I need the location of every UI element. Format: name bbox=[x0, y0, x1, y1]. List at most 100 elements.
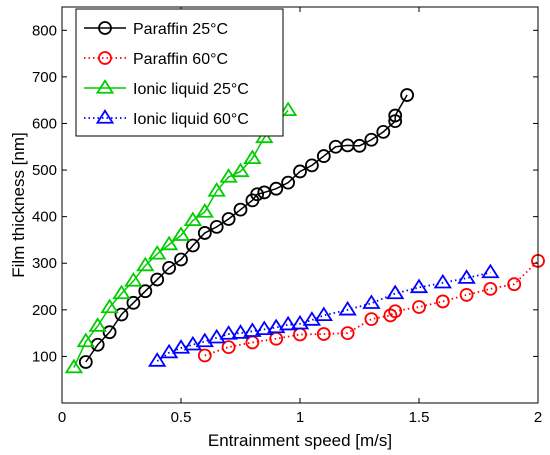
legend-label: Paraffin 25°C bbox=[133, 21, 228, 38]
data-point bbox=[362, 294, 381, 309]
legend: Paraffin 25°C Paraffin 60°C Ionic liquid 2… bbox=[75, 8, 284, 137]
data-point bbox=[162, 260, 177, 275]
data-point bbox=[124, 272, 143, 287]
legend-entry: Paraffin 60°C bbox=[84, 51, 228, 68]
data-point bbox=[255, 320, 274, 336]
y-tick-label: 200 bbox=[32, 302, 57, 319]
series-line bbox=[85, 94, 408, 363]
data-point bbox=[250, 187, 265, 202]
data-point bbox=[412, 300, 426, 314]
data-point bbox=[114, 307, 129, 322]
data-point bbox=[126, 295, 141, 310]
data-point bbox=[197, 226, 212, 240]
legend-label: Paraffin 60°C bbox=[133, 51, 228, 68]
data-point bbox=[278, 101, 298, 117]
legend-marker-swatch bbox=[95, 79, 115, 94]
y-tick-label: 400 bbox=[32, 209, 57, 226]
data-point bbox=[136, 256, 155, 272]
legend-entries: Paraffin 25°C Paraffin 60°C Ionic liquid 2… bbox=[84, 21, 249, 128]
legend-label: Ionic liquid 60°C bbox=[133, 111, 249, 128]
data-point bbox=[269, 181, 284, 196]
data-point bbox=[159, 343, 179, 359]
data-point bbox=[219, 325, 238, 340]
data-point bbox=[138, 284, 153, 299]
legend-label: Ionic liquid 25°C bbox=[133, 81, 249, 98]
data-point bbox=[112, 284, 131, 300]
data-point bbox=[433, 273, 452, 289]
data-point bbox=[409, 278, 429, 294]
y-tick-label: 500 bbox=[32, 162, 57, 179]
data-point bbox=[148, 244, 167, 260]
data-point bbox=[174, 252, 188, 267]
data-point bbox=[64, 358, 84, 374]
y-tick-label: 300 bbox=[32, 255, 57, 272]
data-point bbox=[383, 308, 398, 323]
legend-marker-swatch bbox=[98, 51, 112, 65]
data-point bbox=[231, 162, 250, 178]
data-point bbox=[195, 332, 214, 348]
data-point bbox=[386, 284, 405, 300]
series-4 bbox=[148, 263, 500, 367]
data-point bbox=[316, 149, 331, 163]
data-point bbox=[183, 211, 203, 226]
data-point bbox=[304, 158, 319, 173]
y-tick-label: 800 bbox=[32, 22, 57, 39]
legend-entry: Ionic liquid 25°C bbox=[84, 79, 249, 98]
data-point bbox=[316, 327, 331, 341]
data-point bbox=[221, 340, 236, 354]
data-point bbox=[76, 332, 95, 348]
data-point bbox=[278, 315, 298, 331]
y-axis-title: Film thickness [nm] bbox=[9, 132, 28, 277]
x-axis-title: Entrainment speed [m/s] bbox=[208, 431, 392, 450]
data-point bbox=[231, 324, 250, 339]
tick-layer: 0 0.5 1 1.5 2 100 200 300 400 500 600 700 800 bbox=[32, 7, 542, 426]
data-point bbox=[243, 322, 262, 337]
data-point bbox=[209, 219, 224, 234]
data-point bbox=[507, 277, 522, 292]
data-point bbox=[459, 288, 474, 302]
x-tick-label: 2 bbox=[534, 409, 542, 426]
data-point bbox=[221, 212, 236, 226]
data-point bbox=[159, 235, 179, 251]
data-point bbox=[302, 311, 322, 326]
data-point bbox=[290, 314, 310, 330]
data-point bbox=[267, 318, 286, 334]
legend-marker-swatch bbox=[98, 21, 112, 35]
series-1 bbox=[78, 88, 415, 369]
x-tick-label: 0 bbox=[58, 409, 66, 426]
data-point bbox=[183, 335, 203, 351]
data-point bbox=[150, 272, 165, 287]
data-point bbox=[233, 202, 248, 217]
data-point bbox=[314, 306, 333, 322]
data-point bbox=[281, 175, 296, 190]
data-point bbox=[388, 304, 403, 319]
data-point bbox=[388, 114, 403, 129]
x-tick-label: 1.5 bbox=[409, 409, 430, 426]
x-tick-label: 1 bbox=[296, 409, 304, 426]
data-point bbox=[207, 182, 226, 197]
data-point bbox=[388, 108, 403, 123]
data-point bbox=[340, 326, 355, 341]
data-point bbox=[88, 317, 107, 332]
data-point bbox=[171, 226, 191, 241]
data-point bbox=[364, 132, 379, 147]
data-point bbox=[457, 269, 476, 284]
data-point bbox=[78, 355, 93, 369]
data-point bbox=[293, 164, 307, 179]
data-point bbox=[481, 263, 500, 279]
data-point bbox=[185, 238, 200, 253]
data-point bbox=[243, 149, 262, 165]
data-point bbox=[338, 300, 357, 316]
x-tick-label: 0.5 bbox=[171, 409, 192, 426]
data-point bbox=[364, 312, 379, 327]
series-line bbox=[204, 260, 539, 357]
data-point bbox=[197, 348, 212, 363]
data-point bbox=[171, 339, 191, 354]
data-point bbox=[148, 352, 167, 367]
data-point bbox=[435, 294, 450, 309]
data-point bbox=[352, 138, 367, 153]
data-point bbox=[257, 185, 272, 200]
data-point bbox=[102, 325, 117, 340]
legend-marker-swatch bbox=[95, 109, 115, 124]
